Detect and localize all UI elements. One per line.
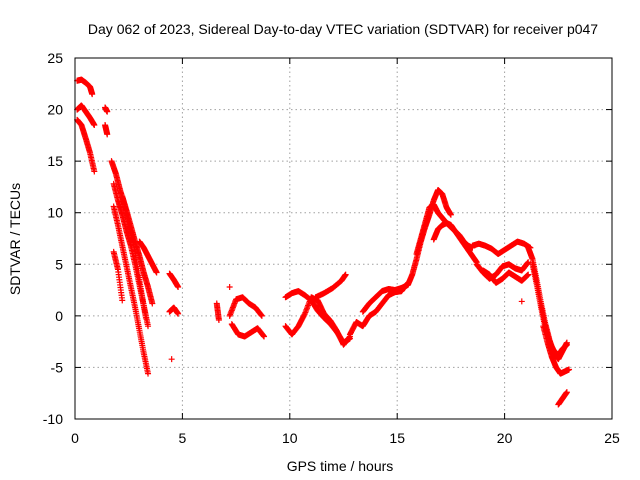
data-point	[104, 108, 111, 115]
y-tick-label: -10	[43, 411, 63, 427]
axis-ticks	[74, 57, 613, 420]
data-point	[525, 259, 532, 266]
x-tick-label: 15	[389, 430, 405, 446]
data-point	[175, 283, 182, 290]
y-tick-label: 20	[47, 102, 63, 118]
x-axis-label: GPS time / hours	[287, 458, 394, 474]
series-arc-g	[110, 180, 152, 330]
series-arc-b	[74, 102, 98, 129]
data-point	[525, 271, 532, 278]
series-arc-aa	[469, 238, 534, 257]
series-arc-a	[74, 76, 96, 98]
series-arc-q	[226, 294, 265, 319]
data-point	[145, 370, 152, 377]
y-tick-label: 15	[47, 153, 63, 169]
data-point	[563, 389, 570, 396]
data-point	[566, 366, 573, 373]
data-points	[74, 76, 573, 408]
data-point	[119, 297, 126, 304]
data-point	[215, 316, 222, 323]
y-tick-label: -5	[51, 359, 64, 375]
series-arc-d	[102, 104, 111, 115]
series-arc-j	[119, 193, 156, 307]
x-tick-label: 0	[71, 430, 79, 446]
y-axis-label: SDTVAR / TECUs	[7, 183, 23, 295]
series-arc-x	[404, 187, 454, 288]
plot-frame	[74, 57, 613, 420]
data-point	[91, 122, 98, 129]
data-point	[175, 310, 182, 317]
series-arc-l	[166, 270, 182, 290]
series-arc-ah	[555, 389, 570, 408]
y-tick-label: 25	[47, 50, 63, 66]
data-point	[447, 211, 454, 218]
y-tick-label: 0	[55, 308, 63, 324]
data-point	[149, 300, 156, 307]
series-arc-ag	[518, 298, 525, 305]
series-arc-t	[282, 288, 353, 346]
series-arc-z	[430, 220, 480, 266]
series-arc-r	[228, 321, 268, 340]
data-point	[518, 298, 525, 305]
series-arc-n	[168, 356, 175, 363]
data-point	[261, 333, 268, 340]
data-point	[91, 168, 98, 175]
chart-title: Day 062 of 2023, Sidereal Day-to-day VTE…	[88, 21, 598, 37]
x-tick-label: 20	[497, 430, 513, 446]
tick-labels: 0 5 10 15 20 25 -10 -5 0 5 10 15 20 25	[43, 50, 620, 446]
data-point	[89, 91, 96, 98]
series-arc-i	[110, 248, 126, 304]
series-arc-m	[166, 304, 182, 317]
data-point	[226, 283, 233, 290]
data-point	[145, 323, 152, 330]
data-point	[153, 269, 160, 276]
series-arc-ae	[529, 261, 570, 359]
data-point	[104, 131, 111, 138]
series-arc-af	[540, 323, 573, 377]
x-tick-label: 5	[179, 430, 187, 446]
series-arc-ac	[480, 267, 532, 286]
x-tick-label: 10	[282, 430, 298, 446]
x-tick-label: 25	[604, 430, 620, 446]
y-tick-label: 10	[47, 205, 63, 221]
grid-lines	[75, 58, 612, 419]
series-arc-p	[226, 283, 233, 290]
series-arc-u	[312, 271, 349, 301]
series-arc-k	[136, 238, 160, 276]
data-point	[563, 341, 570, 348]
series-arc-o	[213, 300, 222, 323]
series-arc-c	[74, 116, 98, 175]
y-tick-label: 5	[55, 256, 63, 272]
data-point	[168, 356, 175, 363]
series-arc-h	[110, 203, 152, 377]
series-arc-e	[102, 122, 111, 138]
data-point	[342, 271, 349, 278]
data-point	[258, 312, 265, 319]
